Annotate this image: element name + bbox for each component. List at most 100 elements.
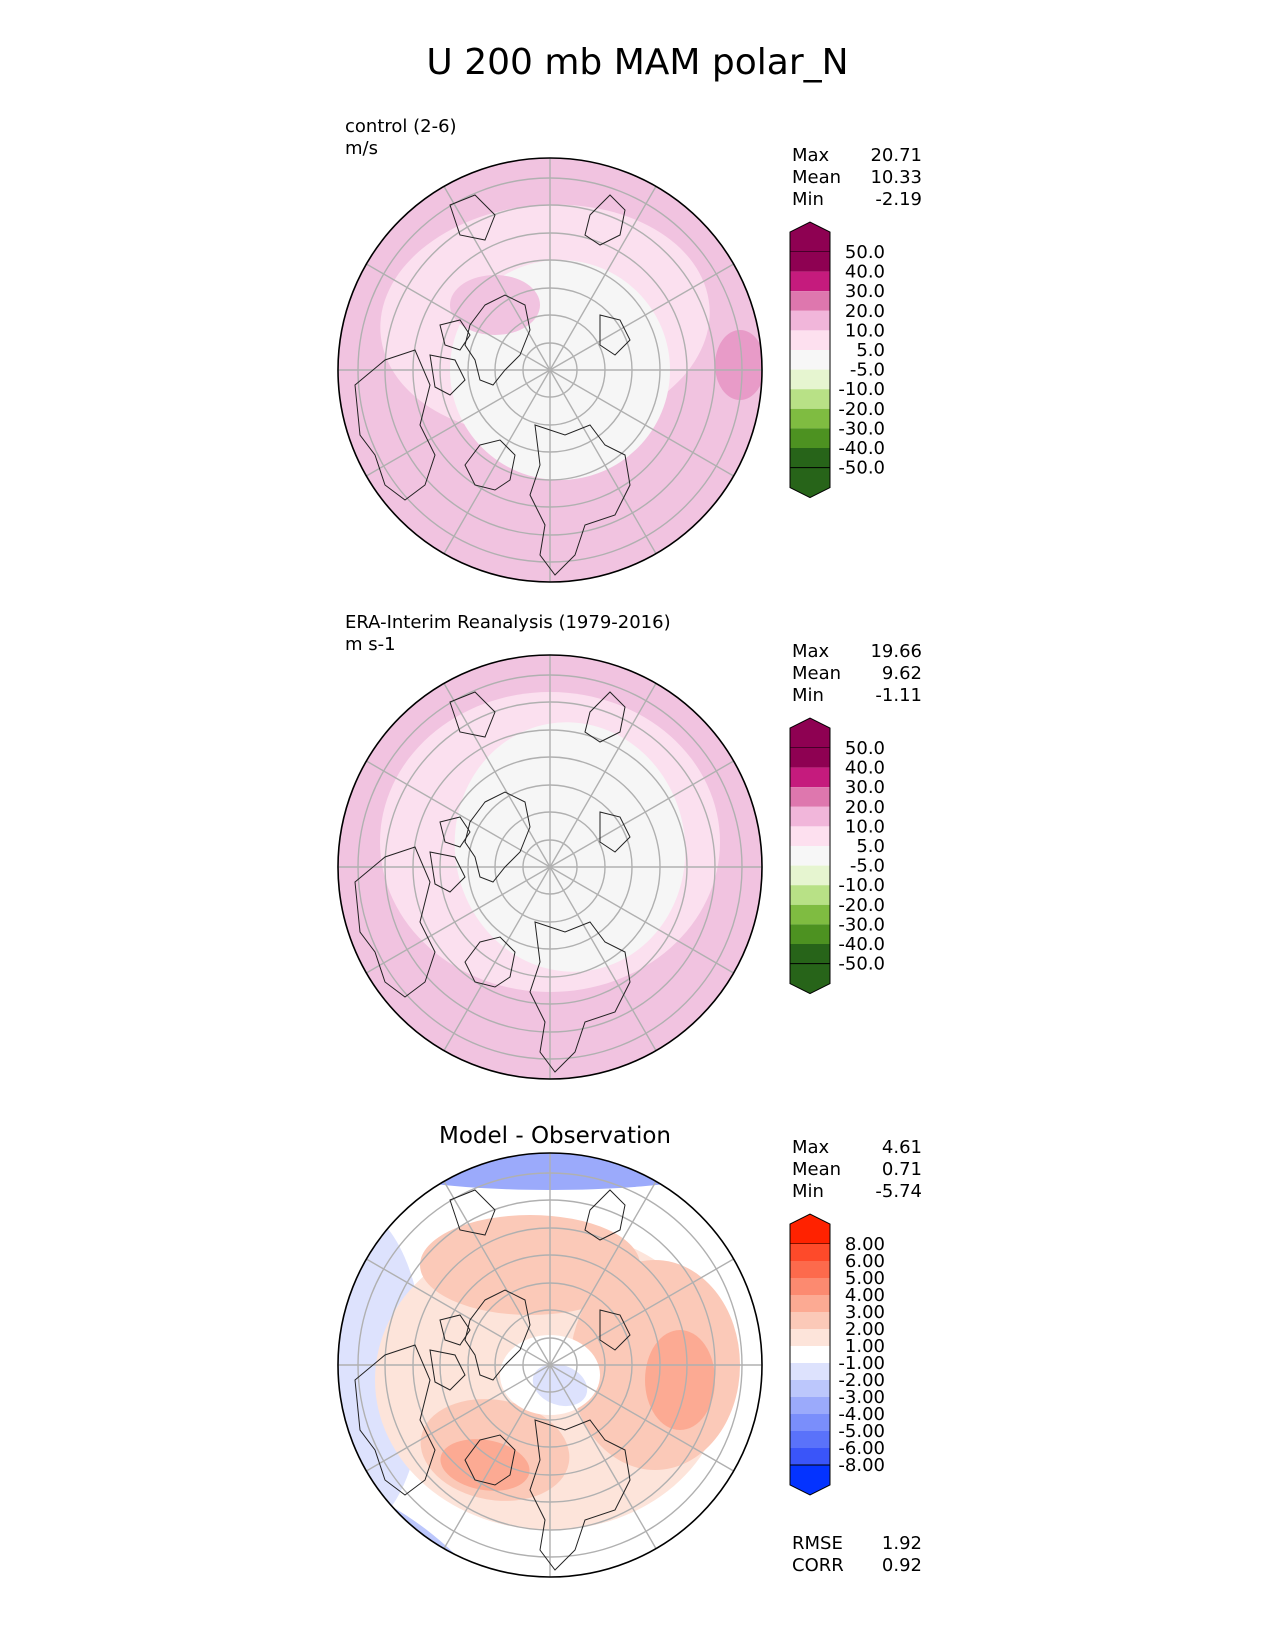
panel1-meridian-line bbox=[549, 369, 734, 477]
panel1-coastline bbox=[429, 319, 471, 396]
panel3-colorbar-tick-label: -5.00 bbox=[838, 1421, 885, 1442]
panel1-colorbar-tick-label: 20.0 bbox=[845, 301, 885, 322]
panel2-colorbar-tick-label: 5.0 bbox=[856, 836, 885, 857]
panel1-coastline bbox=[529, 424, 631, 576]
panel1-meridian-line bbox=[549, 263, 734, 371]
panel1-coastline bbox=[584, 194, 626, 246]
panel1-coastline bbox=[449, 194, 496, 241]
panel2-meridian-line bbox=[366, 866, 551, 974]
panel3-colorbar-segment bbox=[790, 1278, 830, 1295]
panel3-coastline bbox=[429, 1314, 471, 1391]
panel2-coastline bbox=[429, 816, 471, 893]
panel2-coastline bbox=[599, 811, 631, 853]
panel3-polar-map bbox=[337, 1152, 763, 1578]
panel2-colorbar-segment bbox=[790, 748, 830, 768]
panel1-colorbar-segment bbox=[790, 428, 830, 448]
panel2-stat-mean: Mean 9.62 bbox=[792, 663, 922, 684]
panel2-colorbar-tick-label: -10.0 bbox=[838, 875, 885, 896]
panel1-meridian-line bbox=[366, 369, 551, 477]
panel3-field-3-4 bbox=[645, 1330, 715, 1430]
panel2-title: ERA-Interim Reanalysis (1979-2016) bbox=[345, 612, 671, 633]
panel3-meridian-line bbox=[549, 1181, 657, 1366]
panel1-map-boundary bbox=[337, 157, 763, 583]
panel1-colorbar-tick-label: 30.0 bbox=[845, 281, 885, 302]
panel3-colorbar-extend-bottom bbox=[789, 1464, 831, 1496]
panel2-colorbar-segment bbox=[790, 904, 830, 925]
panel3-stat-mean: Mean 0.71 bbox=[792, 1159, 922, 1180]
panel1-label: control (2-6) m/s bbox=[345, 116, 457, 160]
panel2-colorbar-segment bbox=[790, 767, 830, 788]
panel2-meridian-line bbox=[549, 683, 657, 868]
panel2-colorbar-tick-label: 40.0 bbox=[845, 758, 885, 779]
panel2-stat-max: Max 19.66 bbox=[792, 641, 922, 662]
panel1-stat-min: Min -2.19 bbox=[792, 189, 922, 210]
panel2-stats: Max 19.66 Mean 9.62 Min -1.11 bbox=[792, 641, 922, 707]
panel2-colorbar-tick-label: 20.0 bbox=[845, 797, 885, 818]
panel2-colorbar-tick-label: 50.0 bbox=[845, 738, 885, 759]
panel1-stat-max: Max 20.71 bbox=[792, 145, 922, 166]
panel2-colorbar-tick-label: -40.0 bbox=[838, 934, 885, 955]
panel1-colorbar-segment bbox=[790, 369, 830, 390]
panel3-field-neg2-neg1 bbox=[338, 1210, 425, 1530]
panel2-meridian-line bbox=[549, 866, 657, 1051]
panel2-field-neg5-5 bbox=[454, 722, 686, 972]
panel1-coastline bbox=[354, 349, 436, 501]
panel1-colorbar-segment bbox=[790, 310, 830, 331]
panel2-colorbar-extend-bottom bbox=[789, 963, 831, 995]
panel1-colorbar-tick-label: -30.0 bbox=[838, 418, 885, 439]
panel3-colorbar-tick-label: -2.00 bbox=[838, 1370, 885, 1391]
panel2-colorbar-segment bbox=[790, 865, 830, 886]
panel1-colorbar-tick-label: -50.0 bbox=[838, 458, 885, 479]
panel3-colorbar-segment bbox=[790, 1380, 830, 1397]
panel3-title: Model - Observation bbox=[438, 1123, 672, 1149]
panel1-colorbar-outline bbox=[789, 252, 831, 468]
panel2-colorbar-tick-label: 30.0 bbox=[845, 777, 885, 798]
panel1-stat-mean: Mean 10.33 bbox=[792, 167, 922, 188]
panel3-stat-min: Min -5.74 bbox=[792, 1181, 922, 1202]
panel3-colorbar-tick-label: -4.00 bbox=[838, 1404, 885, 1425]
panel1-colorbar-tick-label: 10.0 bbox=[845, 320, 885, 341]
panel2-coastline bbox=[584, 691, 626, 743]
panel3-colorbar-segment bbox=[790, 1431, 830, 1448]
panel3-colorbar-segment bbox=[790, 1448, 830, 1465]
panel2-colorbar-outline bbox=[789, 748, 831, 964]
panel2-meridian-line bbox=[549, 760, 734, 868]
figure-title: U 200 mb MAM polar_N bbox=[426, 42, 849, 83]
panel3-meridian-line bbox=[443, 1181, 551, 1366]
panel1-colorbar-segment bbox=[790, 252, 830, 272]
panel3-colorbar-segment bbox=[790, 1295, 830, 1312]
panel3-colorbar-outline bbox=[789, 1244, 831, 1465]
panel3-colorbar-segment bbox=[790, 1329, 830, 1346]
panel3-colorbar-segment bbox=[790, 1346, 830, 1363]
panel1-colorbar-tick-label: 5.0 bbox=[856, 340, 885, 361]
panel2-colorbar-tick-label: -50.0 bbox=[838, 954, 885, 975]
panel1-meridian-line bbox=[443, 369, 551, 554]
panel2-colorbar-segment bbox=[790, 885, 830, 905]
panel1-colorbar-segment bbox=[790, 291, 830, 311]
panel3-metric-corr: CORR 0.92 bbox=[792, 1555, 922, 1576]
panel3-field bbox=[338, 1153, 762, 1577]
panel1-meridian-line bbox=[443, 186, 551, 371]
panel2-colorbar-extend-top bbox=[789, 717, 831, 749]
panel1-colorbar-tick-label: -10.0 bbox=[838, 379, 885, 400]
panel2-units: m s-1 bbox=[345, 634, 396, 655]
panel3-colorbar-tick-label: -8.00 bbox=[838, 1455, 885, 1476]
panel3-colorbar-segment bbox=[790, 1244, 830, 1261]
panel3-coastline bbox=[529, 1419, 631, 1571]
panel3-meridian-line bbox=[366, 1364, 551, 1472]
panel1-title: control (2-6) bbox=[345, 116, 457, 137]
panel2-field bbox=[338, 655, 762, 1079]
panel2-colorbar: 50.040.030.020.010.05.0-5.0-10.0-20.0-30… bbox=[789, 717, 885, 995]
panel1-colorbar-tick-label: -40.0 bbox=[838, 438, 885, 459]
panel1-colorbar-tick-label: 40.0 bbox=[845, 262, 885, 283]
panel3-colorbar-tick-label: 1.00 bbox=[845, 1336, 885, 1357]
panel3-colorbar-tick-label: 4.00 bbox=[845, 1285, 885, 1306]
panel3-coastline bbox=[449, 1189, 496, 1236]
panel2-colorbar-tick-label: -30.0 bbox=[838, 914, 885, 935]
panel1-meridian-line bbox=[366, 263, 551, 371]
panel2-colorbar-tick-label: -5.0 bbox=[850, 856, 885, 877]
panel2-colorbar-segment bbox=[790, 924, 830, 944]
panel3-stat-max: Max 4.61 bbox=[792, 1137, 922, 1158]
panel3-colorbar-tick-label: 5.00 bbox=[845, 1268, 885, 1289]
panel3-colorbar-segment bbox=[790, 1261, 830, 1278]
